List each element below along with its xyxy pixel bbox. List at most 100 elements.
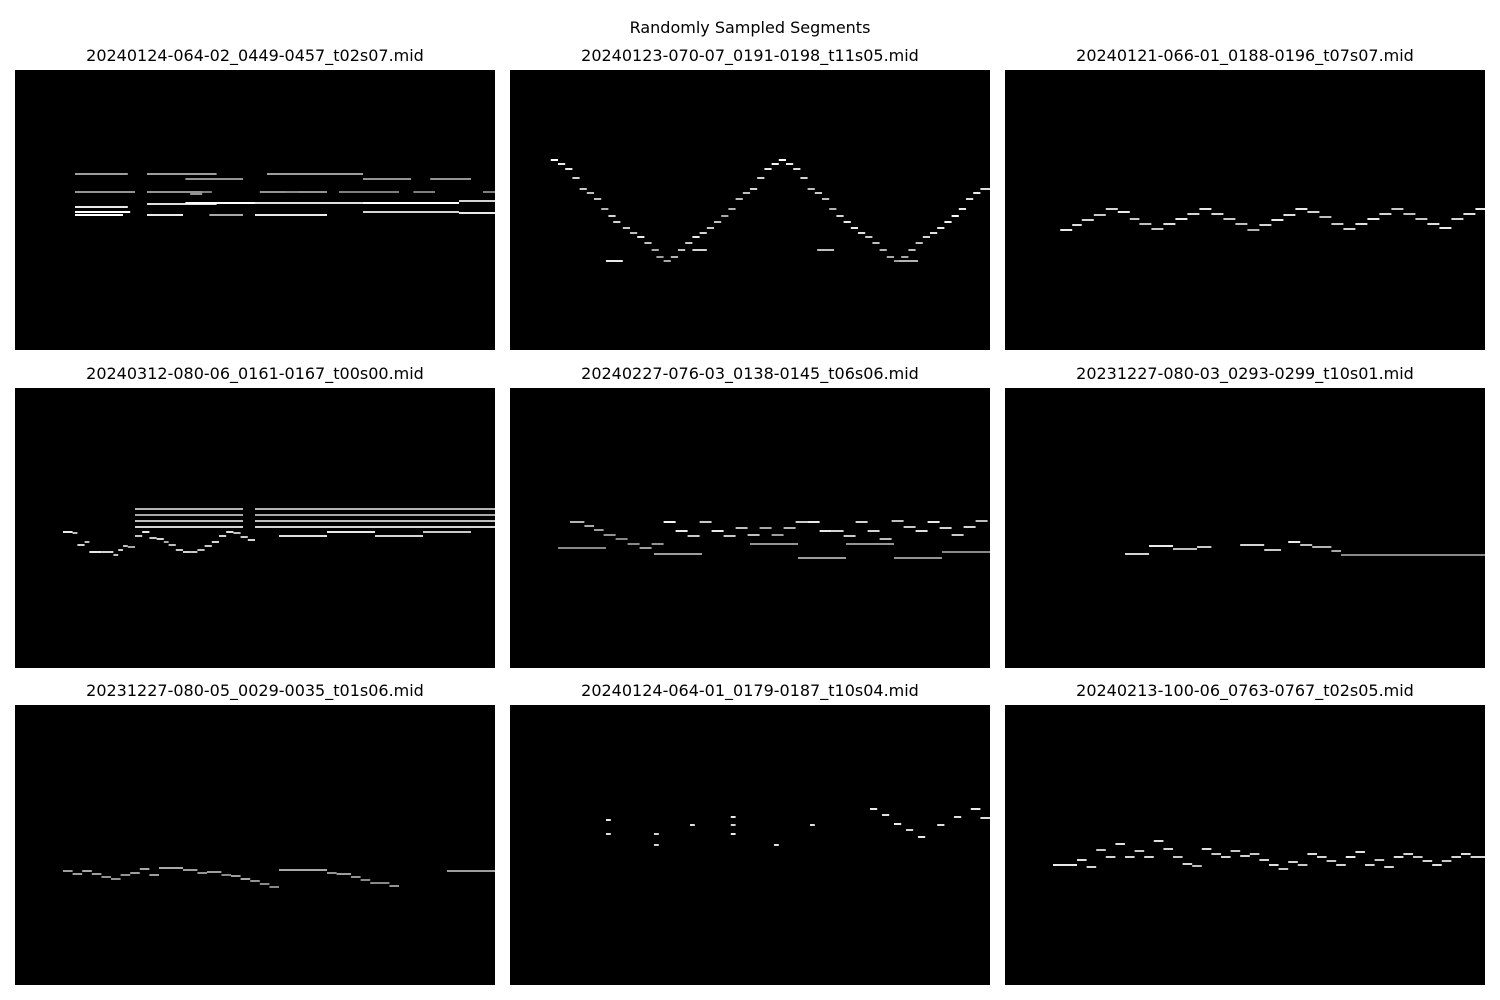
note-bar bbox=[843, 535, 856, 537]
note-bar bbox=[906, 829, 914, 831]
note-bar bbox=[730, 824, 736, 826]
note-bar bbox=[159, 867, 183, 869]
note-bar bbox=[714, 221, 722, 223]
note-bar bbox=[1422, 860, 1433, 862]
note-bar bbox=[255, 514, 495, 516]
note-bar bbox=[1451, 218, 1464, 220]
piano-roll-plot bbox=[75, 173, 495, 216]
note-bar bbox=[1475, 208, 1485, 210]
note-bar bbox=[1345, 856, 1356, 858]
note-bar bbox=[255, 508, 495, 510]
note-bar bbox=[1336, 864, 1346, 866]
note-bar bbox=[240, 878, 251, 880]
note-bar bbox=[1149, 545, 1173, 547]
note-bar bbox=[1259, 224, 1272, 226]
note-bar bbox=[1355, 851, 1365, 853]
note-bar bbox=[1173, 856, 1183, 858]
note-bar bbox=[75, 206, 128, 208]
note-bar bbox=[279, 535, 327, 537]
note-bar bbox=[730, 816, 736, 818]
note-bar bbox=[207, 871, 222, 873]
note-bar bbox=[269, 886, 279, 888]
piano-roll-panel bbox=[15, 705, 495, 985]
note-bar bbox=[447, 870, 495, 872]
note-bar bbox=[831, 530, 844, 532]
note-bar bbox=[327, 531, 375, 533]
note-bar bbox=[622, 227, 630, 229]
note-bar bbox=[774, 844, 779, 846]
note-bar bbox=[1235, 223, 1248, 225]
note-bar bbox=[865, 236, 873, 238]
note-bar bbox=[101, 876, 111, 878]
note-bar bbox=[1264, 549, 1281, 551]
note-bar bbox=[147, 214, 183, 216]
note-bar bbox=[651, 249, 659, 251]
note-bar bbox=[656, 256, 664, 258]
piano-roll-plot bbox=[1053, 840, 1485, 870]
note-bar bbox=[891, 520, 904, 522]
note-bar bbox=[1341, 554, 1485, 556]
note-bar bbox=[1295, 208, 1308, 210]
note-bar bbox=[185, 202, 255, 204]
note-bar bbox=[550, 159, 558, 161]
piano-roll-panel bbox=[510, 70, 990, 350]
note-bar bbox=[1173, 548, 1197, 550]
note-bar bbox=[1379, 213, 1392, 215]
note-bar bbox=[685, 242, 693, 244]
piano-roll-plot bbox=[63, 867, 495, 888]
note-bar bbox=[639, 547, 652, 549]
piano-roll-plot bbox=[606, 808, 990, 846]
note-bar bbox=[231, 875, 241, 877]
note-bar bbox=[1365, 864, 1375, 866]
note-bar bbox=[1086, 866, 1097, 868]
note-bar bbox=[930, 232, 938, 234]
note-bar bbox=[1355, 223, 1368, 225]
note-bar bbox=[250, 880, 260, 882]
note-bar bbox=[1182, 863, 1193, 865]
note-bar bbox=[255, 214, 327, 216]
piano-roll-plot bbox=[63, 508, 495, 556]
note-bar bbox=[927, 521, 940, 523]
note-bar bbox=[156, 538, 164, 540]
note-bar bbox=[1312, 546, 1332, 548]
note-bar bbox=[903, 526, 916, 528]
note-bar bbox=[1439, 227, 1452, 229]
note-bar bbox=[1211, 853, 1221, 855]
note-bar bbox=[197, 549, 205, 551]
note-bar bbox=[654, 553, 702, 555]
note-bar bbox=[963, 526, 976, 528]
note-bar bbox=[1461, 853, 1471, 855]
note-bar bbox=[1240, 855, 1250, 857]
subplot-title: 20240213-100-06_0763-0767_t02s05.mid bbox=[1076, 681, 1414, 700]
note-bar bbox=[1391, 208, 1404, 210]
note-bar bbox=[1139, 223, 1152, 225]
note-bar bbox=[627, 543, 640, 545]
note-bar bbox=[327, 872, 337, 874]
note-bar bbox=[771, 163, 779, 165]
subplot-title: 20240124-064-01_0179-0187_t10s04.mid bbox=[581, 681, 919, 700]
note-bar bbox=[980, 188, 990, 190]
note-bar bbox=[608, 215, 616, 217]
note-bar bbox=[918, 836, 926, 838]
note-bar bbox=[1192, 865, 1202, 867]
note-bar bbox=[1153, 840, 1164, 842]
note-bar bbox=[267, 173, 363, 175]
note-bar bbox=[750, 188, 758, 190]
note-bar bbox=[975, 520, 988, 522]
note-bar bbox=[973, 192, 981, 194]
note-bar bbox=[894, 823, 902, 825]
note-bar bbox=[149, 537, 157, 539]
subplot-title: 20231227-080-03_0293-0299_t10s01.mid bbox=[1076, 364, 1414, 383]
note-bar bbox=[807, 188, 815, 190]
note-bar bbox=[259, 883, 270, 885]
note-bar bbox=[351, 876, 361, 878]
note-bar bbox=[1163, 223, 1176, 225]
note-bar bbox=[89, 551, 102, 553]
note-bar bbox=[1060, 229, 1073, 231]
note-bar bbox=[123, 545, 128, 547]
note-bar bbox=[63, 870, 73, 872]
note-bar bbox=[594, 529, 604, 531]
note-bar bbox=[942, 551, 990, 553]
note-bar bbox=[829, 208, 837, 210]
note-bar bbox=[644, 242, 652, 244]
